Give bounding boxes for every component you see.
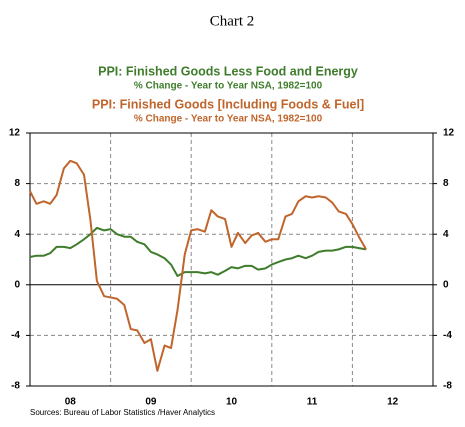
legend-subtitle: % Change - Year to Year NSA, 1982=100 — [134, 114, 323, 125]
y-tick-label-right: 12 — [443, 128, 455, 139]
y-tick-label-right: 0 — [443, 279, 449, 290]
series-line — [29, 226, 367, 277]
y-tick-label-right: -8 — [443, 381, 452, 392]
x-tick-label: 09 — [145, 397, 157, 408]
series-line — [29, 159, 367, 372]
y-tick-label-right: 8 — [443, 178, 449, 189]
chart-title: Chart 2 — [210, 13, 255, 29]
y-tick-label: -8 — [11, 381, 20, 392]
y-tick-label: 8 — [14, 178, 20, 189]
y-tick-label: 0 — [14, 279, 20, 290]
x-tick-label: 10 — [226, 397, 238, 408]
legend-label: PPI: Finished Goods [Including Foods & F… — [92, 97, 364, 111]
x-tick-label: 11 — [307, 397, 318, 408]
y-tick-label-right: 4 — [443, 229, 449, 240]
x-tick-label: 08 — [65, 397, 77, 408]
y-tick-label-right: -4 — [443, 330, 452, 341]
source-note: Sources: Bureau of Labor Statistics /Hav… — [30, 408, 215, 417]
y-tick-label: -4 — [11, 330, 20, 341]
legend-subtitle: % Change - Year to Year NSA, 1982=100 — [134, 81, 323, 92]
y-tick-label: 4 — [14, 229, 20, 240]
y-tick-label: 12 — [9, 128, 21, 139]
x-tick-label: 12 — [387, 397, 399, 408]
plot-frame — [29, 132, 434, 387]
legend-label: PPI: Finished Goods Less Food and Energy — [98, 64, 358, 78]
